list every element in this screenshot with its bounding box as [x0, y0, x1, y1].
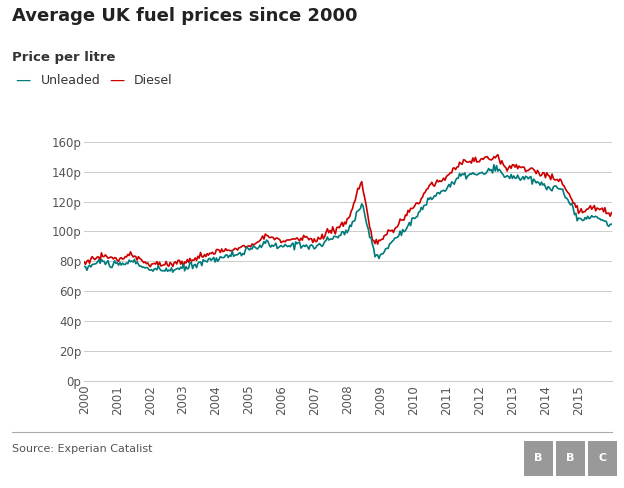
Text: C: C — [598, 453, 607, 463]
Text: Diesel: Diesel — [134, 74, 173, 87]
Text: B: B — [566, 453, 575, 463]
Text: Average UK fuel prices since 2000: Average UK fuel prices since 2000 — [12, 7, 358, 25]
Text: —: — — [16, 73, 31, 88]
Text: B: B — [534, 453, 543, 463]
Text: Unleaded: Unleaded — [41, 74, 100, 87]
Text: Source: Experian Catalist: Source: Experian Catalist — [12, 444, 153, 454]
Text: —: — — [109, 73, 124, 88]
Text: Price per litre: Price per litre — [12, 51, 116, 64]
